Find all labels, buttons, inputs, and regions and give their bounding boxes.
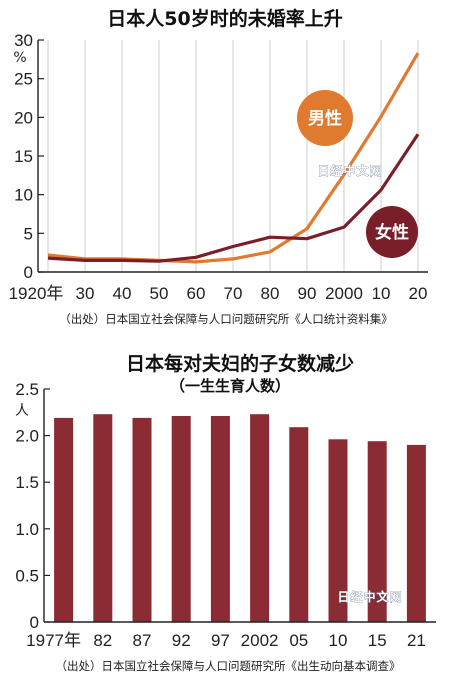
bar-chart-x-tick-label: 21 [407,631,426,650]
line-chart-y-tick-label: 25 [14,70,33,89]
legend-female-label: 女性 [375,222,409,243]
legend-female-swatch [366,206,418,258]
line-chart-y-tick-label: 10 [14,186,33,205]
line-chart-source: （出处）日本国立社会保障与人口问题研究所《人口统计资料集》 [59,312,393,326]
line-chart-x-tick-label: 90 [298,284,317,303]
bar-chart-x-tick-label: 05 [289,631,308,650]
bar-chart-x-tick-label: 97 [211,631,230,650]
bar-97 [210,416,230,622]
bar-chart-x-tick-label: 92 [172,631,191,650]
line-chart-y-tick-label: 30 [14,31,33,50]
bar-chart-x-ticks: 1977年 82 87 92 97 2002 05 10 15 21 [26,631,426,650]
line-chart-x-tick-label: 50 [150,284,169,303]
bar-05 [289,427,309,622]
bar-chart-x-tick-label: 1977年 [26,631,81,650]
bar-chart-y-tick-label: 0 [30,613,39,632]
bar-82 [93,414,113,622]
line-chart: 日本人50岁时的未婚率上升 % 0 5 10 15 20 25 30 1920年 30 40 50… [9,7,428,326]
bar-chart-y-tick-label: 0.5 [15,566,39,585]
bar-chart-x-tick-label: 15 [368,631,387,650]
bar-chart-y-unit: 人 [15,403,29,419]
line-chart-title: 日本人50岁时的未婚率上升 [107,7,342,30]
line-chart-y-tick-label: 0 [24,263,33,282]
line-chart-x-tick-label: 70 [224,284,243,303]
line-chart-y-tick-label: 20 [14,108,33,127]
bar-chart-y-tick-label: 2.0 [15,427,39,446]
bar-1977年 [54,417,74,622]
bar-chart-y-tick-label: 2.5 [15,380,39,399]
line-chart-y-unit: % [13,50,26,66]
legend-male-swatch [297,90,353,146]
line-chart-x-tick-label: 80 [261,284,280,303]
bar-92 [171,416,191,622]
line-chart-y-tick-label: 5 [24,224,33,243]
legend-female: 女性 [366,206,418,258]
line-chart-x-tick-label: 60 [187,284,206,303]
line-chart-series [47,52,420,264]
bar-chart: 日本每对夫妇的子女数减少 （一生生育人数） 人 0 0.5 1.0 1.5 2.0 2.5… [15,352,436,673]
bar-chart-subtitle: （一生生育人数） [170,377,290,395]
bar-87 [132,417,152,622]
line-chart-x-tick-label: 40 [113,284,132,303]
bar-10 [328,439,348,622]
bar-chart-title: 日本每对夫妇的子女数减少 [126,352,354,375]
line-chart-x-ticks: 1920年 30 40 50 60 70 80 90 2000 10 20 [9,284,428,303]
line-chart-gridlines [47,40,419,272]
line-chart-x-tick-label: 1920年 [9,284,64,303]
line-chart-x-tick-label: 20 [409,284,428,303]
line-chart-x-tick-label: 10 [372,284,391,303]
bar-chart-source: （出处）日本国立社会保障与人口问题研究所《出生动向基本调查》 [56,659,401,673]
bar-chart-y-tick-label: 1.5 [15,473,39,492]
bar-chart-axes [43,389,436,623]
watermark-bottom: 日经中文网 [337,589,402,604]
bar-chart-x-tick-label: 82 [93,631,112,650]
bar-chart-x-tick-label: 2002 [241,631,279,650]
line-chart-x-tick-label: 30 [76,284,95,303]
bar-21 [406,444,426,622]
line-series-female [47,133,420,263]
line-chart-y-ticks: 0 5 10 15 20 25 30 [14,31,44,282]
line-chart-y-tick-label: 15 [14,147,33,166]
legend-male-label: 男性 [308,108,342,129]
bar-2002 [250,414,270,622]
bar-chart-x-tick-label: 10 [329,631,348,650]
bar-chart-y-ticks: 0 0.5 1.0 1.5 2.0 2.5 [15,380,50,632]
line-chart-x-tick-label: 2000 [325,284,363,303]
bar-chart-x-tick-label: 87 [133,631,152,650]
legend-male: 男性 [297,90,353,146]
watermark-top: 日经中文网 [317,163,382,178]
bar-chart-y-tick-label: 1.0 [15,520,39,539]
bar-15 [367,441,387,622]
bar-chart-bars [54,414,426,622]
